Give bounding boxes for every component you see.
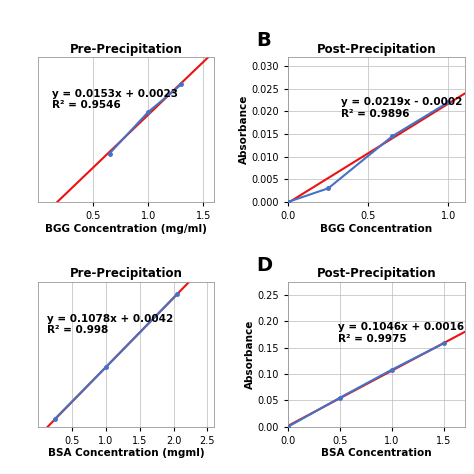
Text: y = 0.1046x + 0.0016
R² = 0.9975: y = 0.1046x + 0.0016 R² = 0.9975: [337, 322, 464, 344]
X-axis label: BGG Concentration (mg/ml): BGG Concentration (mg/ml): [45, 224, 207, 234]
Text: y = 0.0219x - 0.0002
R² = 0.9896: y = 0.0219x - 0.0002 R² = 0.9896: [341, 98, 463, 119]
X-axis label: BSA Concentration (mgml): BSA Concentration (mgml): [48, 448, 204, 458]
Title: Pre-Precipitation: Pre-Precipitation: [70, 267, 182, 281]
Text: y = 0.0153x + 0.0023
R² = 0.9546: y = 0.0153x + 0.0023 R² = 0.9546: [52, 89, 178, 110]
Text: y = 0.1078x + 0.0042
R² = 0.998: y = 0.1078x + 0.0042 R² = 0.998: [47, 313, 173, 335]
Title: Pre-Precipitation: Pre-Precipitation: [70, 43, 182, 56]
Y-axis label: Absorbance: Absorbance: [245, 319, 255, 389]
Text: B: B: [256, 31, 271, 50]
Title: Post-Precipitation: Post-Precipitation: [317, 43, 436, 56]
X-axis label: BGG Concentration: BGG Concentration: [320, 224, 432, 234]
X-axis label: BSA Concentration: BSA Concentration: [321, 448, 432, 458]
Y-axis label: Absorbance: Absorbance: [239, 95, 249, 164]
Title: Post-Precipitation: Post-Precipitation: [317, 267, 436, 281]
Text: D: D: [256, 255, 273, 274]
